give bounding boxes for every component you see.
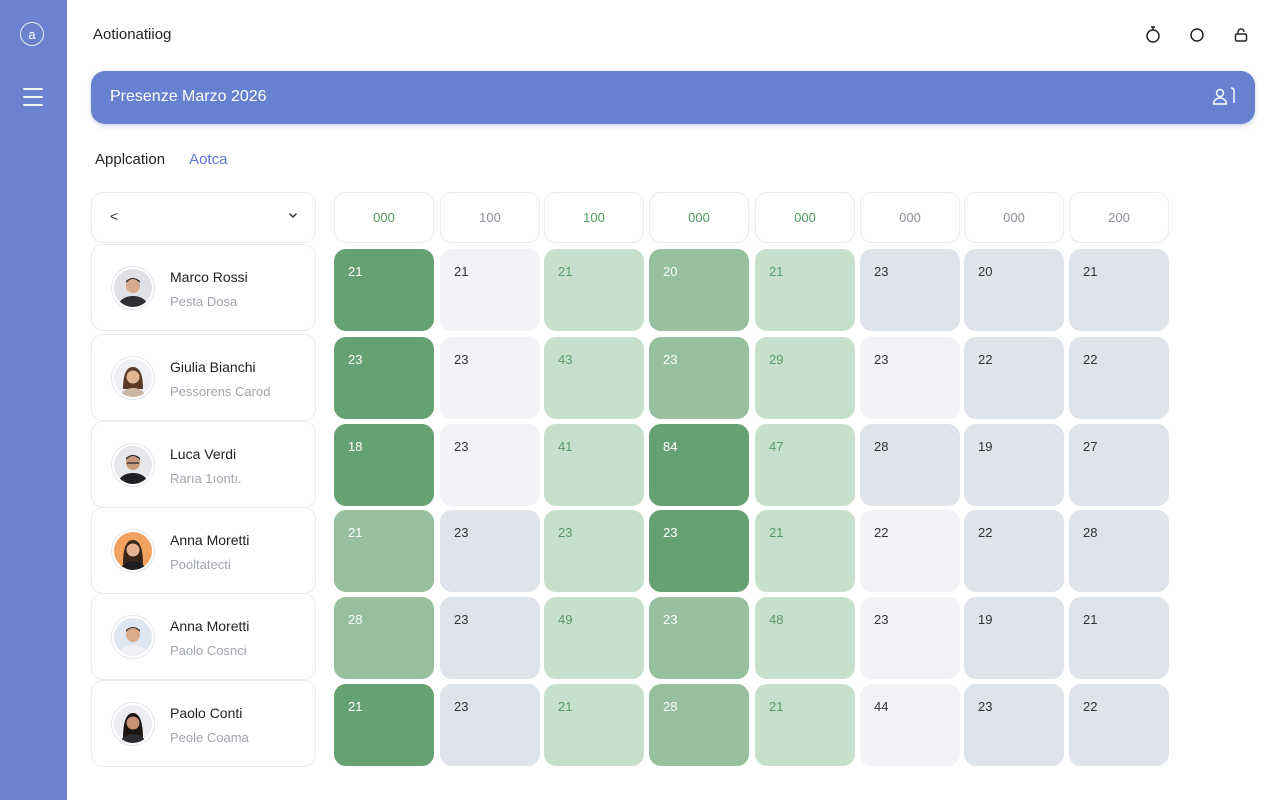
employee-card[interactable]: Luca Verdi Rarıa 1ıontı. [91,421,316,508]
column-header[interactable]: 000 [755,192,855,243]
column-header[interactable]: 000 [334,192,434,243]
attendance-cell[interactable]: 23 [440,337,540,419]
app-title: Aotionatiiog [93,26,172,43]
employee-card[interactable]: Paolo Conti Peole Coama [91,680,316,767]
employee-name: Anna Moretti [170,618,250,634]
employee-card[interactable]: Anna Moretti Paolo Cosnci [91,593,316,680]
column-header[interactable]: 100 [544,192,644,243]
month-navigator: < [91,192,316,243]
attendance-cell[interactable]: 22 [964,337,1064,419]
menu-icon[interactable] [23,88,43,106]
avatar [112,357,154,399]
attendance-cell[interactable]: 23 [860,249,960,331]
attendance-cell[interactable]: 23 [860,337,960,419]
attendance-cell[interactable]: 18 [334,424,434,506]
attendance-cell[interactable]: 21 [755,684,855,766]
attendance-cell[interactable]: 47 [755,424,855,506]
employee-name: Paolo Conti [170,705,243,721]
prev-button[interactable]: < [110,208,119,224]
attendance-cell[interactable]: 19 [964,424,1064,506]
attendance-cell[interactable]: 22 [860,510,960,592]
attendance-cell[interactable]: 21 [1069,597,1169,679]
employee-role: Pesta Dosa [170,294,238,309]
employee-card[interactable]: Giulia Bianchi Pessorens Carod [91,334,316,421]
attendance-cell[interactable]: 28 [334,597,434,679]
employee-card[interactable]: Marco Rossi Pesta Dosa [91,244,316,331]
page-banner: Presenze Marzo 2026 [91,71,1255,124]
attendance-cell[interactable]: 21 [334,684,434,766]
attendance-cell[interactable]: 21 [544,249,644,331]
page-title: Presenze Marzo 2026 [110,88,267,105]
attendance-cell[interactable]: 23 [440,684,540,766]
logo-icon[interactable]: a [20,22,44,46]
attendance-cell[interactable]: 23 [334,337,434,419]
avatar [112,444,154,486]
top-toolbar [1142,25,1252,45]
attendance-cell[interactable]: 44 [860,684,960,766]
employee-role: Pessorens Carod [170,384,271,399]
attendance-cell[interactable]: 28 [1069,510,1169,592]
attendance-cell[interactable]: 23 [860,597,960,679]
attendance-cell[interactable]: 23 [440,510,540,592]
employee-name: Giulia Bianchi [170,359,256,375]
tab-bar: Applcation Aotca [95,151,227,168]
attendance-cell[interactable]: 22 [1069,337,1169,419]
attendance-cell[interactable]: 41 [544,424,644,506]
attendance-cell[interactable]: 23 [440,597,540,679]
attendance-cell[interactable]: 23 [964,684,1064,766]
attendance-cell[interactable]: 21 [755,510,855,592]
chevron-down-icon[interactable] [287,208,299,226]
avatar [112,703,154,745]
attendance-cell[interactable]: 23 [649,597,749,679]
tab-application[interactable]: Applcation [95,151,166,168]
employee-role: Pooltatecti [170,557,231,572]
attendance-cell[interactable]: 21 [1069,249,1169,331]
attendance-cell[interactable]: 23 [649,510,749,592]
attendance-cell[interactable]: 22 [1069,684,1169,766]
sidebar: a [0,0,67,800]
circle-icon[interactable] [1186,25,1208,45]
attendance-cell[interactable]: 23 [440,424,540,506]
attendance-cell[interactable]: 22 [964,510,1064,592]
column-header[interactable]: 000 [860,192,960,243]
attendance-cell[interactable]: 48 [755,597,855,679]
attendance-cell[interactable]: 29 [755,337,855,419]
attendance-cell[interactable]: 20 [964,249,1064,331]
attendance-cell[interactable]: 49 [544,597,644,679]
attendance-cell[interactable]: 20 [649,249,749,331]
attendance-cell[interactable]: 43 [544,337,644,419]
employee-role: Peole Coama [170,730,249,745]
employee-name: Anna Moretti [170,532,250,548]
attendance-cell[interactable]: 23 [544,510,644,592]
column-header[interactable]: 100 [440,192,540,243]
avatar [112,530,154,572]
employee-role: Paolo Cosnci [170,643,247,658]
attendance-cell[interactable]: 21 [755,249,855,331]
column-header[interactable]: 200 [1069,192,1169,243]
attendance-cell[interactable]: 28 [860,424,960,506]
avatar [112,267,154,309]
avatar [112,616,154,658]
attendance-cell[interactable]: 23 [649,337,749,419]
attendance-cell[interactable]: 27 [1069,424,1169,506]
tab-aotca[interactable]: Aotca [189,151,228,168]
employee-card[interactable]: Anna Moretti Pooltatecti [91,507,316,594]
attendance-cell[interactable]: 19 [964,597,1064,679]
lock-icon[interactable] [1230,25,1252,45]
attendance-cell[interactable]: 21 [334,249,434,331]
employee-name: Marco Rossi [170,269,248,285]
attendance-cell[interactable]: 21 [440,249,540,331]
employee-name: Luca Verdi [170,446,237,462]
column-header[interactable]: 000 [649,192,749,243]
column-header[interactable]: 000 [964,192,1064,243]
attendance-cell[interactable]: 21 [544,684,644,766]
attendance-cell[interactable]: 84 [649,424,749,506]
employee-role: Rarıa 1ıontı. [170,471,242,486]
attendance-cell[interactable]: 28 [649,684,749,766]
user-icon[interactable] [1209,85,1239,109]
timer-icon[interactable] [1142,25,1164,45]
attendance-cell[interactable]: 21 [334,510,434,592]
